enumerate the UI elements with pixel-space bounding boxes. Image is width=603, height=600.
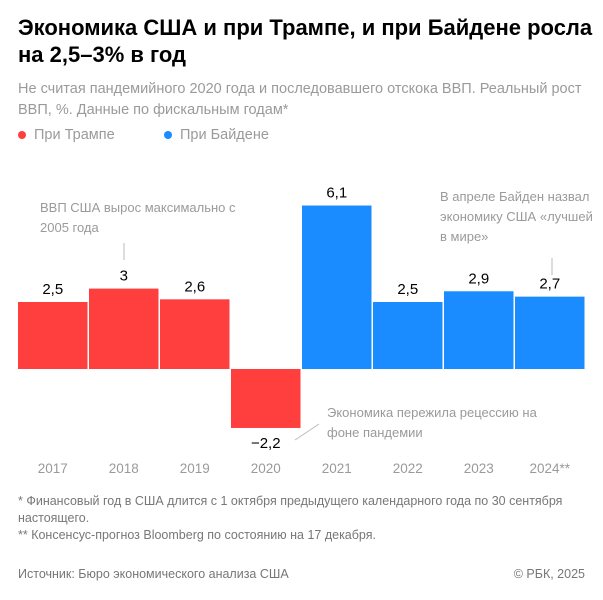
value-label: 2,5 [42, 281, 63, 298]
value-label: 3 [120, 268, 128, 285]
chart-subtitle: Не считая пандемийного 2020 года и после… [18, 81, 582, 118]
x-tick-label: 2022 [393, 461, 423, 476]
x-tick-label: 2017 [38, 461, 68, 476]
x-tick-label: 2021 [322, 461, 352, 476]
bar-2019 [160, 299, 230, 369]
chart-title: Экономика США и при Трампе, и при Байден… [18, 15, 593, 67]
value-label: −2,2 [251, 435, 281, 452]
footnote-2: ** Консенсус-прогноз Bloomberg по состоя… [18, 528, 376, 542]
source: Источник: Бюро экономического анализа СШ… [18, 567, 289, 581]
bar-2020 [231, 369, 301, 428]
footnote-1: * Финансовый год в США длится с 1 октябр… [18, 494, 563, 525]
legend-label: При Байдене [180, 127, 269, 143]
value-label: 2,7 [539, 276, 560, 293]
annotation-2020: Экономика пережила рецессию на фоне панд… [327, 405, 537, 440]
legend-dot-red [18, 131, 26, 139]
bar-2021 [302, 205, 372, 369]
x-tick-label: 2023 [464, 461, 494, 476]
value-label: 2,6 [184, 278, 205, 295]
legend-dot-blue [164, 131, 172, 139]
value-label: 6,1 [326, 185, 347, 202]
x-tick-label: 2019 [180, 461, 210, 476]
footnotes: * Финансовый год в США длится с 1 октябр… [18, 493, 598, 544]
x-tick-label: 2018 [109, 461, 139, 476]
bar-2017 [18, 302, 88, 369]
legend-item-trump: При Трампе [18, 127, 115, 143]
bar-2018 [89, 288, 159, 369]
legend-item-biden: При Байдене [164, 127, 269, 143]
x-tick-label: 2024** [529, 461, 570, 476]
x-tick-label: 2020 [251, 461, 281, 476]
legend-label: При Трампе [34, 127, 115, 143]
bar-2022 [373, 302, 443, 369]
annotation-2018: ВВП США вырос максимально с 2005 года [40, 200, 236, 235]
bar-2024** [515, 296, 585, 369]
annotation-2024: В апреле Байден назвал экономику США «лу… [440, 189, 593, 244]
value-label: 2,5 [397, 281, 418, 298]
bar-2023 [444, 291, 514, 369]
annotation-leader [294, 423, 320, 441]
value-label: 2,9 [468, 270, 489, 287]
copyright: © РБК, 2025 [513, 567, 585, 581]
